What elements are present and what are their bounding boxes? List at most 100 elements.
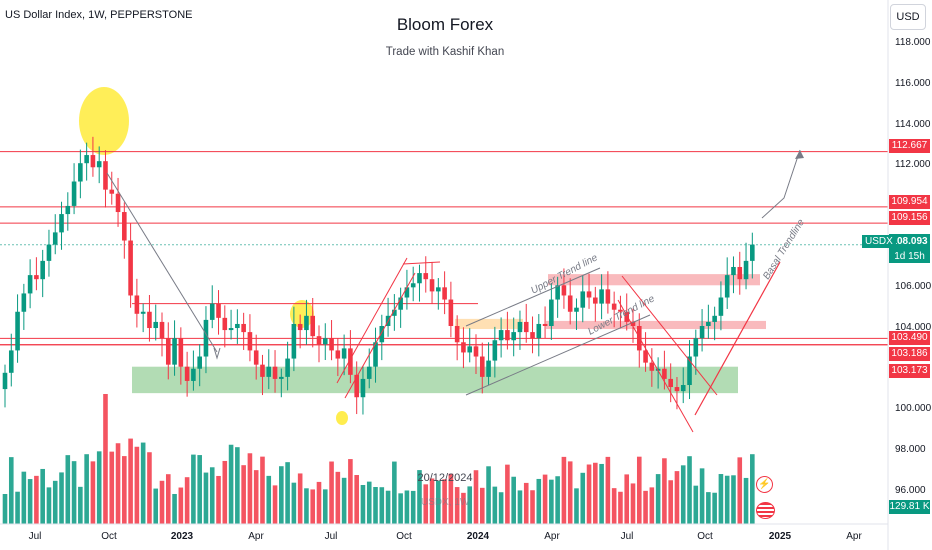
basal-trend-line — [694, 261, 781, 416]
volume-bar — [636, 456, 642, 524]
candle-body — [184, 366, 190, 381]
candle-body — [147, 311, 152, 329]
volume-bar — [184, 477, 190, 524]
volume-bar — [109, 451, 115, 524]
volume-bar — [461, 492, 466, 524]
channel-line — [344, 272, 416, 399]
us-flag-event-icon[interactable] — [756, 502, 775, 519]
volume-bar — [593, 462, 598, 524]
resistance-zone — [546, 320, 766, 330]
candle-body — [643, 350, 648, 363]
volume-bar — [310, 489, 316, 524]
volume-bar — [454, 487, 460, 524]
volume-bar — [693, 485, 699, 524]
candle-body — [630, 321, 636, 326]
volume-bar — [429, 478, 435, 524]
candle-body — [473, 346, 479, 357]
price-tick-label: 114.000 — [895, 118, 931, 130]
volume-bar — [297, 473, 303, 524]
candle-body — [743, 260, 749, 280]
volume-bar — [410, 490, 416, 524]
volume-bar — [128, 438, 133, 524]
volume-bar — [147, 452, 152, 524]
horizontal-levels-layer — [0, 151, 888, 346]
candle-body — [555, 285, 560, 300]
candle-body — [410, 283, 416, 288]
volume-bar — [580, 472, 586, 524]
candle-body — [310, 315, 316, 337]
candle-body — [134, 295, 140, 314]
candle-body — [567, 295, 573, 312]
candle-body — [316, 336, 322, 345]
volume-bar — [699, 468, 705, 524]
candle-body — [479, 356, 485, 377]
volume-bar — [561, 456, 567, 524]
volume-bar — [153, 488, 159, 524]
candle-body — [706, 321, 711, 326]
volume-bar — [329, 461, 334, 524]
channel-line — [617, 299, 694, 433]
projection-arrow — [761, 149, 801, 219]
candle-body — [172, 338, 177, 365]
channel-line — [621, 275, 718, 396]
candle-body — [360, 378, 366, 398]
level-label-109954: 109.954 — [889, 195, 930, 209]
volume-bar — [530, 490, 535, 524]
time-tick-label: 2023 — [170, 531, 194, 542]
volume-bar — [404, 490, 410, 524]
candle-body — [253, 350, 259, 365]
volume-bar — [341, 477, 347, 524]
candle-body — [492, 340, 498, 361]
candle-body — [448, 299, 454, 326]
volume-bar — [165, 474, 171, 524]
candle-body — [542, 323, 548, 326]
price-tick-label: 100.000 — [895, 403, 932, 415]
lower-trend-line — [465, 314, 651, 396]
candle-body — [52, 232, 58, 245]
time-tick-label: Oct — [697, 531, 713, 542]
price-tick-label: 118.000 — [895, 37, 931, 49]
volume-bar — [178, 487, 184, 524]
volume-bar — [272, 485, 278, 524]
lightning-event-icon[interactable]: ⚡ — [756, 476, 773, 493]
down-trend-line — [106, 172, 218, 353]
candle-body — [109, 189, 115, 194]
projection-arrowhead — [795, 150, 804, 159]
candle-body — [731, 266, 736, 276]
volume-bar — [523, 482, 529, 524]
volume-bar — [586, 464, 592, 524]
candle-body — [699, 325, 705, 339]
volume-bar — [379, 487, 385, 524]
level-label-103186: 103.186 — [889, 347, 930, 361]
currency-button[interactable]: USD — [890, 4, 926, 30]
candle-body — [429, 279, 435, 292]
top-box-line — [402, 261, 441, 265]
candle-body — [750, 244, 755, 261]
faint-symbol-label: USDX, 1W — [421, 497, 470, 508]
volume-bar — [241, 465, 246, 524]
candle-body — [291, 323, 297, 359]
highlight-circle — [79, 87, 129, 155]
volume-bar — [304, 488, 309, 524]
time-tick-label: Jul — [324, 531, 338, 542]
candle-body — [398, 297, 403, 310]
volume-bar — [605, 456, 611, 524]
candle-body — [241, 323, 246, 333]
basal-trend-label: Basal Trendline — [761, 217, 807, 281]
candle-body — [46, 244, 52, 261]
candle-body — [40, 260, 45, 280]
candle-body — [96, 161, 102, 168]
candle-body — [348, 348, 353, 375]
volume-bar — [115, 443, 121, 524]
volume-bar — [687, 456, 692, 524]
volume-bar — [71, 461, 77, 524]
highlight-circle — [336, 411, 348, 425]
candle-body — [34, 275, 39, 280]
volume-bar — [674, 471, 680, 524]
symbol-price-tag: USDX — [862, 235, 896, 248]
volume-bar — [385, 490, 391, 524]
volume-bar — [59, 472, 64, 524]
volume-bar — [505, 464, 510, 524]
candle-body — [724, 275, 730, 298]
